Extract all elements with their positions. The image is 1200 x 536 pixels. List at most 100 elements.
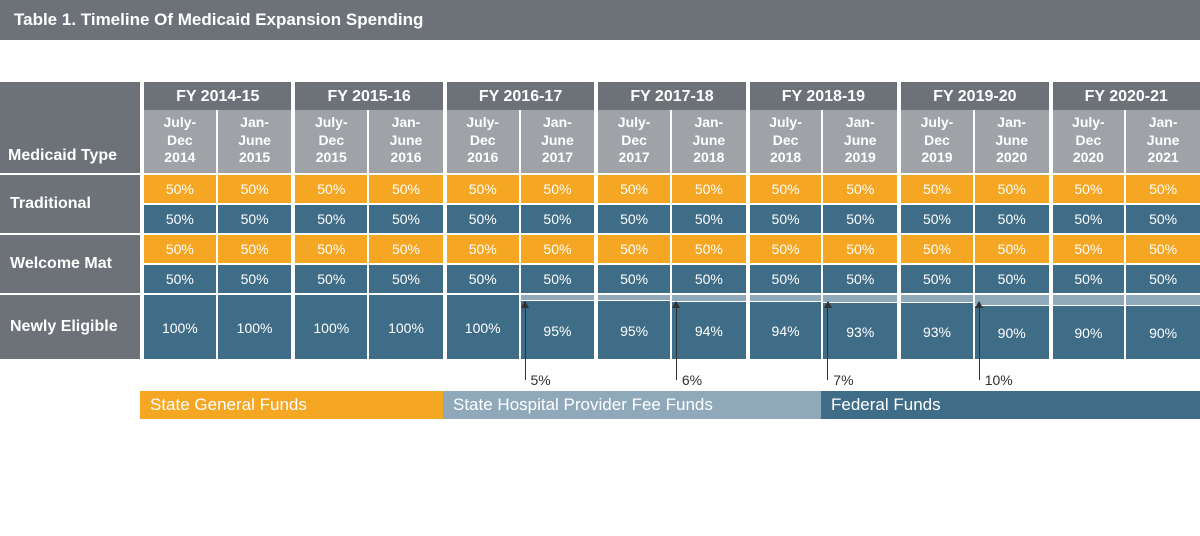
pct-cell: 50% [670, 233, 746, 263]
hpf-slice [975, 295, 1049, 306]
header-medicaid-type: Medicaid Type [0, 82, 140, 173]
pct-cell: 50% [821, 263, 897, 293]
pct-cell: 50% [897, 203, 973, 233]
newly-eligible-cell: 94% [746, 293, 822, 359]
newly-eligible-cell: 93% [897, 293, 973, 359]
federal-slice: 95% [521, 301, 595, 361]
federal-slice: 90% [1126, 306, 1200, 361]
newly-eligible-cell: 90% [1049, 293, 1125, 359]
federal-slice: 90% [975, 306, 1049, 361]
header-half: Jan-June2019 [821, 110, 897, 173]
pct-cell: 50% [1124, 203, 1200, 233]
hpf-slice [750, 295, 822, 302]
header-fy: FY 2020-21 [1049, 82, 1200, 110]
pct-cell: 50% [897, 173, 973, 203]
pct-cell: 50% [670, 203, 746, 233]
row-label-newly-eligible: Newly Eligible [0, 293, 140, 359]
pct-cell: 50% [897, 233, 973, 263]
legend-state-general: State General Funds [140, 391, 443, 419]
federal-slice: 100% [144, 295, 216, 361]
header-fy: FY 2014-15 [140, 82, 291, 110]
newly-eligible-cell: 100% [443, 293, 519, 359]
row-label: Welcome Mat [0, 233, 140, 293]
pct-cell: 50% [140, 203, 216, 233]
hpf-slice [1126, 295, 1200, 306]
header-half: Jan-June2020 [973, 110, 1049, 173]
pct-cell: 50% [367, 233, 443, 263]
header-half: Jan-June2018 [670, 110, 746, 173]
header-half: July-Dec2015 [291, 110, 367, 173]
federal-slice: 100% [295, 295, 367, 361]
pct-cell: 50% [973, 173, 1049, 203]
header-fy: FY 2015-16 [291, 82, 442, 110]
header-fy: FY 2017-18 [594, 82, 745, 110]
pct-cell: 50% [291, 233, 367, 263]
pct-cell: 50% [1124, 173, 1200, 203]
pct-cell: 50% [443, 173, 519, 203]
pct-cell: 50% [367, 263, 443, 293]
hpf-slice [672, 295, 746, 302]
pct-cell: 50% [1049, 233, 1125, 263]
pct-cell: 50% [746, 173, 822, 203]
pct-cell: 50% [821, 203, 897, 233]
header-half: July-Dec2020 [1049, 110, 1125, 173]
federal-slice: 94% [750, 302, 822, 361]
header-half: July-Dec2014 [140, 110, 216, 173]
newly-eligible-cell: 93% [821, 293, 897, 359]
federal-slice: 100% [447, 295, 519, 361]
pct-cell: 50% [746, 233, 822, 263]
table-title: Table 1. Timeline Of Medicaid Expansion … [0, 0, 1200, 40]
hpf-slice [823, 295, 897, 303]
header-half: Jan-June2021 [1124, 110, 1200, 173]
pct-cell: 50% [291, 173, 367, 203]
pct-cell: 50% [443, 233, 519, 263]
pct-cell: 50% [594, 203, 670, 233]
pct-cell: 50% [1049, 173, 1125, 203]
pct-cell: 50% [973, 233, 1049, 263]
spending-table: Medicaid TypeFY 2014-15FY 2015-16FY 2016… [0, 82, 1200, 359]
newly-eligible-cell: 100% [140, 293, 216, 359]
federal-slice: 95% [598, 301, 670, 361]
federal-slice: 94% [672, 302, 746, 361]
pct-cell: 50% [821, 233, 897, 263]
pct-cell: 50% [443, 203, 519, 233]
header-fy: FY 2018-19 [746, 82, 897, 110]
pct-cell: 50% [973, 263, 1049, 293]
pct-cell: 50% [140, 263, 216, 293]
pct-cell: 50% [670, 263, 746, 293]
newly-eligible-cell: 100% [291, 293, 367, 359]
pct-cell: 50% [519, 263, 595, 293]
pct-cell: 50% [1049, 203, 1125, 233]
legend-hpf: State Hospital Provider Fee Funds [443, 391, 821, 419]
table-wrap: Medicaid TypeFY 2014-15FY 2015-16FY 2016… [0, 82, 1200, 419]
header-fy: FY 2016-17 [443, 82, 594, 110]
pct-cell: 50% [216, 203, 292, 233]
federal-slice: 93% [823, 303, 897, 361]
pct-cell: 50% [291, 203, 367, 233]
pct-cell: 50% [670, 173, 746, 203]
pct-cell: 50% [216, 263, 292, 293]
newly-eligible-cell: 90% [973, 293, 1049, 359]
legend-federal: Federal Funds [821, 391, 1200, 419]
pct-cell: 50% [519, 203, 595, 233]
pct-cell: 50% [140, 173, 216, 203]
header-half: Jan-June2015 [216, 110, 292, 173]
pct-cell: 50% [746, 263, 822, 293]
legend: State General Funds State Hospital Provi… [140, 391, 1200, 419]
federal-slice: 93% [901, 303, 973, 361]
pct-cell: 50% [519, 233, 595, 263]
pct-cell: 50% [746, 203, 822, 233]
row-label: Traditional [0, 173, 140, 233]
pct-cell: 50% [897, 263, 973, 293]
header-half: July-Dec2017 [594, 110, 670, 173]
header-half: July-Dec2019 [897, 110, 973, 173]
header-half: Jan-June2016 [367, 110, 443, 173]
pct-cell: 50% [1049, 263, 1125, 293]
header-half: July-Dec2018 [746, 110, 822, 173]
newly-eligible-cell: 95% [594, 293, 670, 359]
pct-cell: 50% [594, 173, 670, 203]
pct-cell: 50% [140, 233, 216, 263]
callout-label: 7% [833, 372, 853, 388]
federal-slice: 100% [369, 295, 443, 361]
newly-eligible-cell: 90% [1124, 293, 1200, 359]
